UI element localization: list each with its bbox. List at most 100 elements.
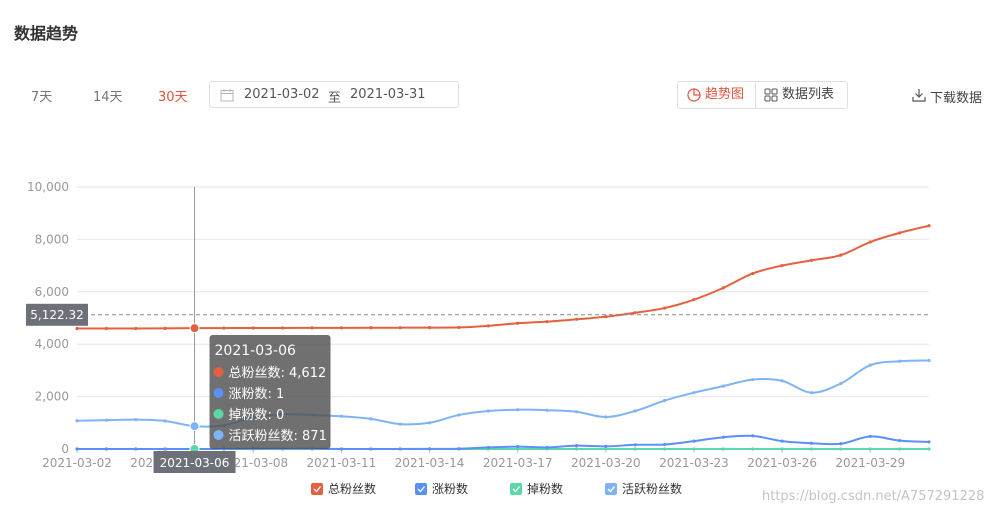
calendar-icon (220, 89, 234, 102)
legend-item: 总粉丝数 (311, 481, 376, 496)
data-point (398, 447, 402, 451)
data-point (721, 447, 725, 451)
data-point (839, 253, 843, 257)
page-title: 数据趋势 (14, 24, 79, 43)
range-7-days-button[interactable]: 7天 (31, 90, 53, 105)
data-point (545, 445, 549, 450)
trend-view-label: 趋势图 (705, 87, 745, 102)
legend-checkbox (510, 483, 522, 495)
data-point (163, 326, 167, 330)
data-point (75, 326, 79, 331)
data-point (163, 419, 167, 423)
data-point (662, 442, 667, 447)
data-point (545, 320, 549, 324)
y-tick-label: 10,000 (27, 180, 69, 194)
data-point (369, 417, 373, 421)
download-icon (912, 89, 926, 102)
data-point (486, 324, 490, 328)
data-point (339, 414, 344, 418)
list-view-button[interactable]: 数据列表 (756, 82, 848, 108)
tooltip-row: 活跃粉丝数: 871 (229, 429, 327, 444)
y-tick-label: 4,000 (35, 337, 69, 351)
y-tick-label: 8,000 (35, 232, 69, 246)
x-tick-label: 2021-03-23 (659, 456, 729, 470)
data-point (868, 447, 872, 451)
legend-item: 涨粉数 (415, 481, 468, 496)
data-point (721, 384, 725, 388)
data-point (516, 321, 520, 325)
watermark: https://blog.csdn.net/A757291228 (762, 489, 985, 504)
x-tick-label: 2021-03-29 (835, 456, 905, 470)
data-point (927, 358, 931, 363)
data-point (516, 445, 520, 449)
data-point (516, 408, 520, 412)
data-point (134, 418, 138, 422)
crosshair-y-label: 5,122.32 (26, 303, 88, 326)
data-point (574, 410, 579, 414)
data-point (281, 326, 285, 330)
data-point (339, 326, 344, 330)
data-point (868, 363, 872, 367)
data-point (721, 435, 725, 439)
crosshair-y-label-text: 5,122.32 (30, 308, 83, 322)
data-point (839, 442, 843, 446)
data-point (604, 444, 608, 448)
data-point (692, 439, 696, 443)
data-point (427, 326, 432, 330)
series-line (76, 359, 930, 428)
data-point (898, 231, 902, 235)
data-point (809, 447, 814, 451)
crosshair-y-label-bg (26, 303, 88, 326)
data-point (662, 447, 667, 451)
tooltip-marker (213, 409, 224, 419)
legend-item: 掉粉数 (510, 481, 563, 496)
legend-label: 活跃粉丝数 (622, 481, 682, 496)
data-point (75, 419, 79, 423)
legend-checkbox (311, 483, 323, 495)
x-tick-label: 2021-03-08 (218, 456, 288, 470)
data-point (662, 306, 667, 310)
data-point (104, 326, 108, 331)
date-range-picker[interactable]: 2021-03-02 至 2021-03-31 (209, 81, 459, 108)
data-point (104, 447, 108, 451)
data-point (780, 264, 784, 268)
data-point (604, 415, 608, 419)
tooltip-bg (209, 335, 331, 449)
data-point (369, 326, 373, 330)
trend-view-button[interactable]: 趋势图 (678, 82, 756, 108)
data-point (839, 381, 843, 386)
download-label: 下载数据 (930, 91, 983, 106)
data-point (927, 440, 931, 444)
data-point (809, 441, 814, 445)
data-point (780, 379, 784, 383)
data-point (809, 258, 814, 262)
highlight-point (189, 323, 200, 334)
y-tick-label: 2,000 (35, 390, 69, 404)
tooltip-marker (213, 367, 224, 377)
x-tick-label: 2021-03-11 (307, 456, 377, 470)
x-tick-label: 2021-03-14 (395, 456, 465, 470)
data-point (868, 240, 872, 244)
data-point (898, 447, 902, 451)
data-point (427, 447, 432, 451)
data-point (662, 398, 667, 403)
legend-check-icon (313, 486, 322, 493)
x-tick-label: 2021-03-17 (483, 456, 553, 470)
legend-check-icon (512, 486, 521, 493)
range-30-days-button[interactable]: 30天 (158, 90, 188, 105)
range-14-days-button[interactable]: 14天 (93, 90, 123, 105)
data-point (457, 325, 461, 330)
data-point (486, 445, 490, 450)
data-point (780, 439, 784, 443)
data-point (692, 447, 696, 451)
data-point (927, 447, 931, 451)
data-point (486, 409, 490, 413)
tooltip-row: 掉粉数: 0 (229, 408, 285, 423)
data-point (604, 315, 608, 319)
view-toggle: 趋势图 数据列表 (677, 81, 848, 109)
data-point (310, 326, 314, 330)
legend-label: 涨粉数 (432, 481, 468, 496)
data-point (809, 391, 814, 395)
data-point (222, 326, 226, 330)
